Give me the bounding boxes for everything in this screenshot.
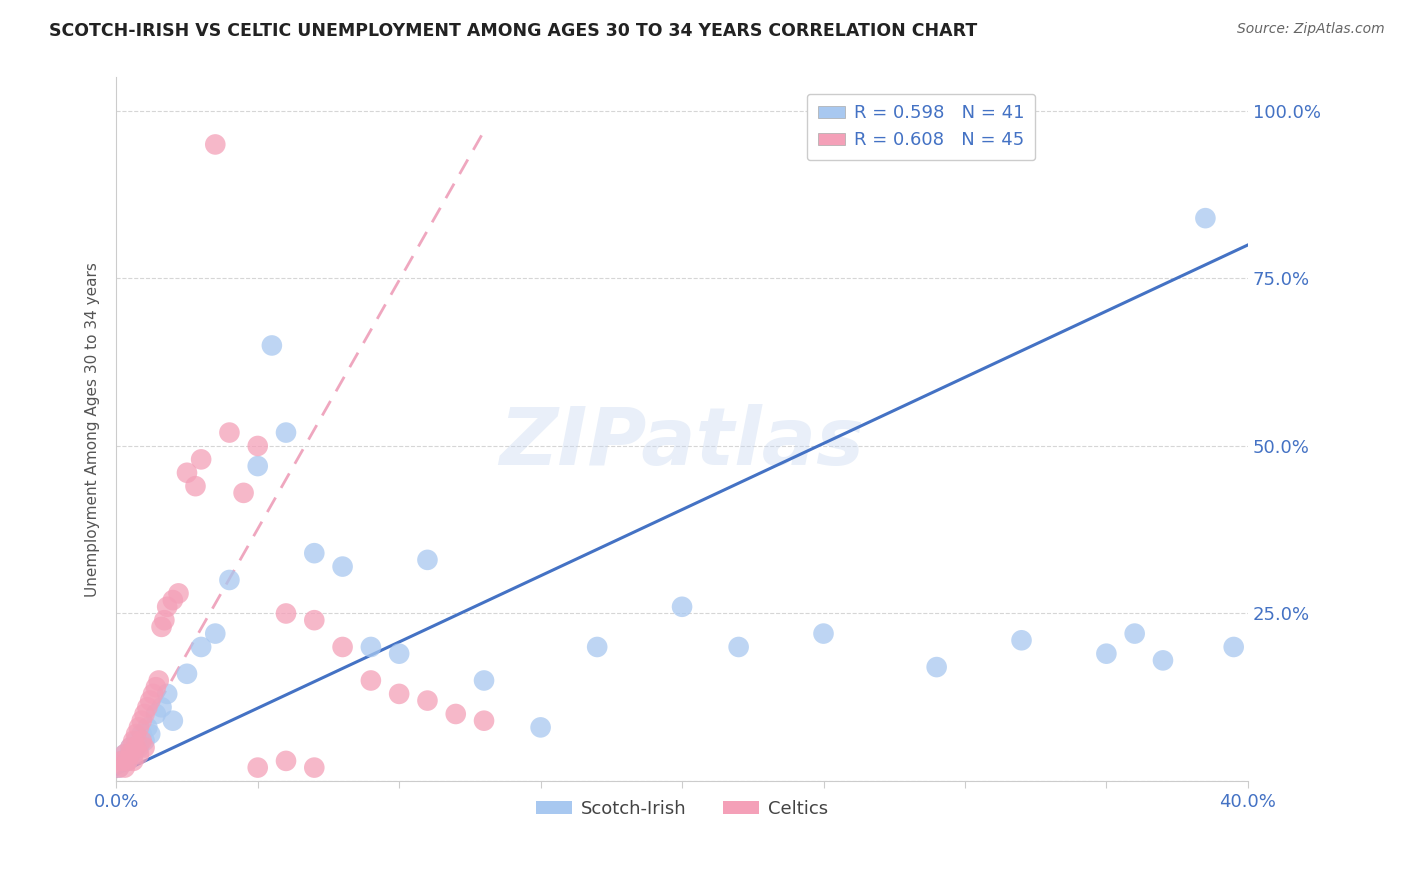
Point [246,459,269,474]
Point [416,693,439,707]
Point [150,700,173,714]
Point [125,727,148,741]
Point [136,720,159,734]
Point [120,740,142,755]
Point [139,727,162,741]
Point [218,573,240,587]
Point [727,640,749,654]
Point [108,761,131,775]
Point [120,740,142,755]
Point [204,137,226,152]
Point [176,666,198,681]
Point [274,754,297,768]
Text: ZIPatlas: ZIPatlas [499,404,865,483]
Point [472,673,495,688]
Point [134,733,156,747]
Point [145,680,167,694]
Point [122,733,145,747]
Point [260,338,283,352]
Point [128,720,150,734]
Point [218,425,240,440]
Point [304,613,326,627]
Point [108,761,131,775]
Point [190,452,212,467]
Point [156,599,179,614]
Point [162,593,184,607]
Point [1194,211,1216,226]
Point [416,553,439,567]
Point [246,439,269,453]
Point [134,706,156,721]
Point [131,714,153,728]
Point [142,687,165,701]
Point [274,425,297,440]
Point [156,687,179,701]
Point [925,660,948,674]
Point [360,673,382,688]
Point [1123,626,1146,640]
Point [114,761,136,775]
Point [153,613,176,627]
Point [388,647,411,661]
Point [139,693,162,707]
Point [125,740,148,755]
Point [111,754,134,768]
Point [114,747,136,762]
Point [128,747,150,762]
Point [134,740,156,755]
Point [246,761,269,775]
Point [136,700,159,714]
Point [1011,633,1033,648]
Point [1222,640,1244,654]
Point [304,761,326,775]
Point [167,586,190,600]
Point [304,546,326,560]
Point [530,720,553,734]
Point [120,747,142,762]
Point [145,706,167,721]
Point [111,754,134,768]
Legend: Scotch-Irish, Celtics: Scotch-Irish, Celtics [529,792,835,825]
Point [125,733,148,747]
Point [444,706,467,721]
Point [131,733,153,747]
Point [232,486,254,500]
Point [131,727,153,741]
Point [671,599,693,614]
Point [204,626,226,640]
Point [332,559,354,574]
Point [586,640,609,654]
Point [1095,647,1118,661]
Point [190,640,212,654]
Point [184,479,207,493]
Text: Source: ZipAtlas.com: Source: ZipAtlas.com [1237,22,1385,37]
Point [148,673,170,688]
Point [122,747,145,762]
Point [813,626,835,640]
Point [360,640,382,654]
Text: SCOTCH-IRISH VS CELTIC UNEMPLOYMENT AMONG AGES 30 TO 34 YEARS CORRELATION CHART: SCOTCH-IRISH VS CELTIC UNEMPLOYMENT AMON… [49,22,977,40]
Point [114,747,136,762]
Point [332,640,354,654]
Y-axis label: Unemployment Among Ages 30 to 34 years: Unemployment Among Ages 30 to 34 years [86,261,100,597]
Point [150,620,173,634]
Point [117,754,139,768]
Point [176,466,198,480]
Point [388,687,411,701]
Point [274,607,297,621]
Point [162,714,184,728]
Point [472,714,495,728]
Point [128,740,150,755]
Point [1152,653,1174,667]
Point [122,754,145,768]
Point [117,754,139,768]
